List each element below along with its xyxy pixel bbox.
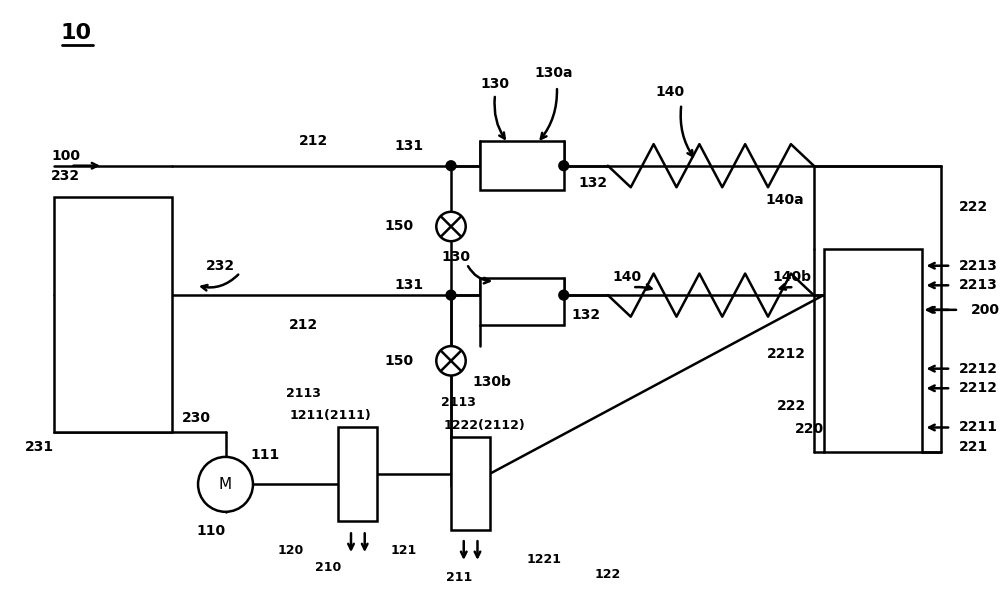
Bar — [824, 249, 922, 452]
Bar — [480, 141, 564, 190]
Text: 132: 132 — [579, 176, 608, 191]
Text: 2212: 2212 — [959, 362, 998, 376]
Text: 220: 220 — [794, 423, 824, 437]
Circle shape — [446, 290, 456, 300]
Text: 221: 221 — [959, 440, 988, 454]
Text: 120: 120 — [278, 543, 304, 557]
Bar — [54, 197, 172, 432]
Text: 212: 212 — [299, 134, 328, 148]
Text: 130a: 130a — [535, 66, 573, 80]
Circle shape — [559, 161, 569, 171]
Text: 200: 200 — [971, 303, 1000, 317]
Bar — [338, 428, 377, 520]
Text: 211: 211 — [446, 571, 472, 584]
Text: 140: 140 — [613, 271, 642, 285]
Text: 212: 212 — [289, 318, 319, 332]
Text: 222: 222 — [959, 200, 988, 215]
Text: 100: 100 — [51, 149, 80, 163]
Text: 1221: 1221 — [527, 554, 562, 566]
Text: 1211(2111): 1211(2111) — [289, 409, 371, 422]
Text: 121: 121 — [390, 543, 416, 557]
Circle shape — [436, 212, 466, 241]
Text: 2113: 2113 — [286, 387, 321, 400]
Text: 222: 222 — [777, 399, 806, 413]
Text: 111: 111 — [250, 448, 279, 462]
Text: 2113: 2113 — [441, 397, 476, 409]
Bar — [451, 437, 490, 531]
Text: 150: 150 — [385, 219, 414, 233]
Text: 140: 140 — [655, 85, 684, 99]
Text: 122: 122 — [595, 568, 621, 581]
Text: 2213: 2213 — [959, 259, 998, 273]
Circle shape — [559, 290, 569, 300]
Text: 131: 131 — [394, 139, 424, 153]
Text: 130b: 130b — [473, 376, 511, 390]
Text: 130: 130 — [481, 77, 510, 91]
Text: 110: 110 — [196, 525, 225, 538]
Text: 10: 10 — [61, 24, 92, 43]
Circle shape — [436, 346, 466, 376]
Text: 232: 232 — [206, 259, 235, 273]
Circle shape — [198, 457, 253, 512]
Text: 132: 132 — [572, 308, 601, 322]
Circle shape — [446, 161, 456, 171]
Text: 232: 232 — [51, 168, 80, 183]
Bar — [480, 279, 564, 324]
Text: 140b: 140b — [773, 271, 812, 285]
Text: M: M — [219, 477, 232, 492]
Text: 210: 210 — [315, 561, 342, 574]
Text: 231: 231 — [25, 440, 54, 454]
Text: 1222(2112): 1222(2112) — [443, 419, 525, 432]
Text: 150: 150 — [385, 354, 414, 368]
Text: 2211: 2211 — [959, 420, 998, 435]
Text: 230: 230 — [181, 411, 210, 425]
Text: 2212: 2212 — [959, 381, 998, 396]
Text: 140a: 140a — [765, 193, 804, 207]
Text: 2213: 2213 — [959, 279, 998, 292]
Text: 130: 130 — [442, 250, 471, 264]
Text: 2212: 2212 — [767, 347, 806, 361]
Text: 131: 131 — [394, 279, 424, 292]
